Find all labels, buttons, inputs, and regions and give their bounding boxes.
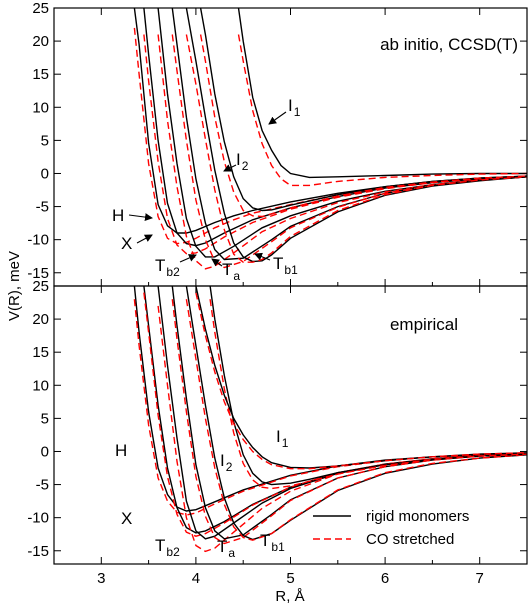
top-arrow-Ta [211,258,223,267]
top-ytick-label-5: 5 [41,132,49,149]
top-arrow-H [128,213,153,222]
bottom-series-Ta-stretched [171,299,527,545]
bottom-ytick-label-20: 20 [32,311,49,328]
top-arrow-I1 [268,111,287,125]
top-panel-title: ab initio, CCSD(T) [380,35,518,54]
top-label-X: X [121,234,132,253]
bottom-series-X-stretched [143,292,527,537]
bottom-ytick-label-5: 5 [41,410,49,427]
top-ytick-label-15: 15 [32,66,49,83]
y-axis-label: V(R), meV [6,251,23,321]
top-label-H: H [112,206,124,225]
top-ytick-label-20: 20 [32,33,49,50]
top-series-I1-rigid [237,8,527,179]
top-arrow-Tb2 [179,254,197,263]
bottom-ytick-label-25: 25 [32,278,49,295]
legend-label-rigid: rigid monomers [366,508,469,525]
bottom-plot-frame [53,285,528,565]
legend: rigid monomers CO stretched [313,508,469,548]
top-ytick-label-0: 0 [41,165,49,182]
bottom-panel-title: empirical [390,315,458,334]
bottom-ytick-label-10: 10 [32,377,49,394]
bottom-xtick-label-5: 5 [286,570,294,587]
bottom-series-I1-stretched [195,292,527,470]
top-series-I2-rigid [199,8,527,212]
top-series-Tb1-stretched [185,34,527,263]
panel-empirical: -15 -10 -5 0 5 10 15 20 25 3 4 5 6 7 empirical I1 I2 … [27,278,528,587]
bottom-xtick-label-6: 6 [381,570,389,587]
bottom-ytick-label--10: -10 [27,510,49,527]
top-ytick-label--15: -15 [27,265,49,282]
top-series-X-stretched [143,34,527,255]
bottom-ytick-label--5: -5 [36,477,49,494]
bottom-curve-labels: I1 I2 H X Tb2 Ta Tb1 [115,427,289,560]
legend-label-stretched: CO stretched [366,531,454,548]
top-ytick-label--10: -10 [27,232,49,249]
top-ytick-label--5: -5 [36,199,49,216]
bottom-ytick-label-0: 0 [41,443,49,460]
top-curves [133,8,527,270]
top-arrow-X [136,234,153,244]
bottom-series-Tb1-stretched [185,299,527,541]
top-arrow-I2 [223,164,237,172]
top-ytick-label-10: 10 [32,99,49,116]
bottom-xtick-label-4: 4 [192,570,200,587]
top-series-I2-stretched [199,34,527,218]
bottom-curves [133,286,527,553]
top-arrow-Tb1 [254,252,271,261]
bottom-ytick-label-15: 15 [32,344,49,361]
top-series-Tb2-rigid [157,8,527,258]
bottom-label-X: X [121,509,132,528]
bottom-xtick-label-7: 7 [476,570,484,587]
top-ticks: -15 -10 -5 0 5 10 15 20 25 [27,0,528,286]
top-series-I1-stretched [237,34,527,187]
bottom-xtick-label-3: 3 [97,570,105,587]
bottom-ytick-label--15: -15 [27,543,49,560]
bottom-label-H: H [115,441,127,460]
top-ytick-label-25: 25 [32,0,49,17]
x-axis-label: R, Å [275,588,304,605]
